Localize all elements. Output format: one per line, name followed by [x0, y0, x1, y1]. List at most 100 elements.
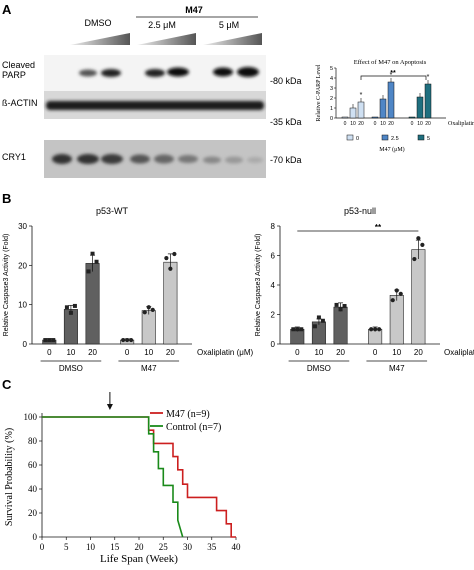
chart-c-series-line: [42, 416, 184, 538]
chart-a-star: *: [360, 92, 363, 99]
chart-data-point: [320, 318, 325, 323]
chart-a-xtick-label: 0: [374, 121, 377, 127]
chart-c-legend-label: Control (n=7): [166, 422, 221, 433]
chart-ytick-label: 4: [271, 281, 276, 290]
chart-a-bar: [357, 101, 365, 119]
chart-a-bar: [349, 107, 357, 119]
chart-ytick-label: 30: [18, 222, 27, 231]
chart-xtick-label: 10: [392, 348, 401, 357]
chart-bar: [85, 263, 100, 345]
chart-data-point: [390, 298, 395, 303]
chart-data-point: [47, 338, 52, 343]
chart-a-legend-title: M47 (μM): [379, 146, 404, 153]
chart-a-xtick-label: 0: [344, 121, 347, 127]
chart-c-arrow-head: [106, 404, 113, 410]
chart-a-ylabel: Relative C-PARP Level: [316, 64, 322, 121]
chart-data-point: [125, 337, 130, 343]
chart-a-bar: [371, 116, 379, 119]
chart-c-xlabel: Life Span (Week): [100, 553, 178, 565]
chart-data-point: [164, 255, 169, 261]
chart-a-xtick-label: 20: [425, 121, 431, 127]
chart-c-xtick-label: 35: [207, 542, 217, 552]
blot-actin: [44, 91, 266, 119]
chart-bar: [163, 261, 178, 345]
chart-a-inset: Effect of M47 on Apoptosis Relative C-PAR…: [316, 59, 474, 153]
chart-a-legend-swatch: [381, 134, 389, 141]
chart-data-point: [316, 315, 321, 320]
marker-35kda: -35 kDa: [270, 117, 302, 127]
chart-data-point: [142, 310, 147, 315]
chart-data-point: [338, 307, 343, 312]
chart-c-ytick-label: 0: [33, 532, 38, 542]
chart-a-xtick-label: 10: [350, 121, 356, 127]
chart-data-point: [121, 337, 126, 343]
chart-xtick-label: 20: [336, 348, 345, 357]
chart-ytick-label: 6: [271, 252, 276, 261]
chart-data-point: [299, 327, 304, 332]
chart-ytick-label: 10: [18, 301, 27, 310]
chart-a-xtick-label: 0: [411, 121, 414, 127]
panel-a-letter: A: [2, 2, 12, 17]
chart-a-legend-label: 5: [427, 136, 430, 142]
chart-data-point: [51, 338, 56, 343]
chart-data-point: [90, 251, 95, 256]
chart-c-xtick-label: 10: [86, 542, 96, 552]
chart-c-xtick-label: 30: [183, 542, 193, 552]
chart-xtick-label: 10: [144, 348, 153, 357]
chart-a-legend-swatch: [346, 134, 354, 141]
chart-c-xtick-label: 15: [110, 542, 120, 552]
chart-a-star: *: [427, 74, 430, 81]
chart-bar: [411, 249, 426, 345]
chart-a-ytick-label: 0: [330, 116, 333, 122]
marker-80kda: -80 kDa: [270, 76, 302, 86]
chart-a-xtick-label: 10: [417, 121, 423, 127]
chart-data-point: [420, 242, 425, 247]
marker-70kda: -70 kDa: [270, 155, 302, 165]
chart-b-xlabel: Oxaliplatin (μM): [444, 348, 474, 357]
chart-title: p53-null: [344, 206, 376, 216]
chart-data-point: [72, 303, 77, 308]
chart-data-point: [43, 338, 48, 343]
chart-ylabel: Relative Caspase3 Activity (Fold): [3, 234, 10, 337]
chart-group-label: M47: [141, 364, 157, 373]
chart-xtick-label: 10: [314, 348, 323, 357]
chart-a-bar: [424, 83, 432, 119]
chart-c-ylabel: Survival Probability (%): [4, 428, 15, 526]
chart-b-sig-label: **: [375, 223, 382, 232]
chart-ytick-label: 20: [18, 261, 27, 270]
chart-a-bar: [408, 116, 416, 119]
chart-c-series-line: [42, 416, 236, 538]
header-m47: M47: [185, 5, 203, 15]
chart-data-point: [291, 327, 296, 332]
chart-data-point: [86, 269, 91, 274]
chart-data-point: [172, 251, 177, 257]
chart-data-point: [334, 302, 339, 307]
chart-data-point: [146, 305, 151, 310]
blot-cleaved-parp: [44, 55, 266, 91]
chart-a-sig-label: **: [390, 70, 396, 77]
chart-title: p53-WT: [96, 206, 129, 216]
chart-group-label: M47: [389, 364, 405, 373]
chart-c-ytick-label: 40: [28, 484, 38, 494]
chart-data-point: [394, 288, 399, 293]
chart-ytick-label: 2: [271, 311, 276, 320]
row-label-cry1: CRY1: [2, 152, 26, 162]
chart-a-bar: [379, 98, 387, 119]
chart-data-point: [342, 304, 347, 309]
header-5um: 5 μM: [219, 20, 239, 30]
dose-wedge-5um: [203, 33, 262, 45]
chart-a-ytick-label: 1: [330, 106, 333, 112]
chart-c-xtick-label: 20: [135, 542, 145, 552]
chart-bar: [141, 310, 156, 345]
chart-xtick-label: 0: [47, 348, 52, 357]
blot-header: DMSO M47 2.5 μM 5 μM: [70, 5, 262, 45]
chart-b-p53null: p53-null Relative Caspase3 Activity (Fold…: [255, 206, 474, 373]
chart-data-point: [94, 259, 99, 264]
chart-b-p53wt: p53-WT Relative Caspase3 Activity (Fold) 0…: [3, 206, 254, 373]
chart-c-ytick-label: 80: [28, 436, 38, 446]
chart-data-point: [295, 327, 300, 332]
chart-data-point: [129, 337, 134, 343]
chart-xtick-label: 20: [166, 348, 175, 357]
chart-a-bar: [416, 96, 424, 119]
